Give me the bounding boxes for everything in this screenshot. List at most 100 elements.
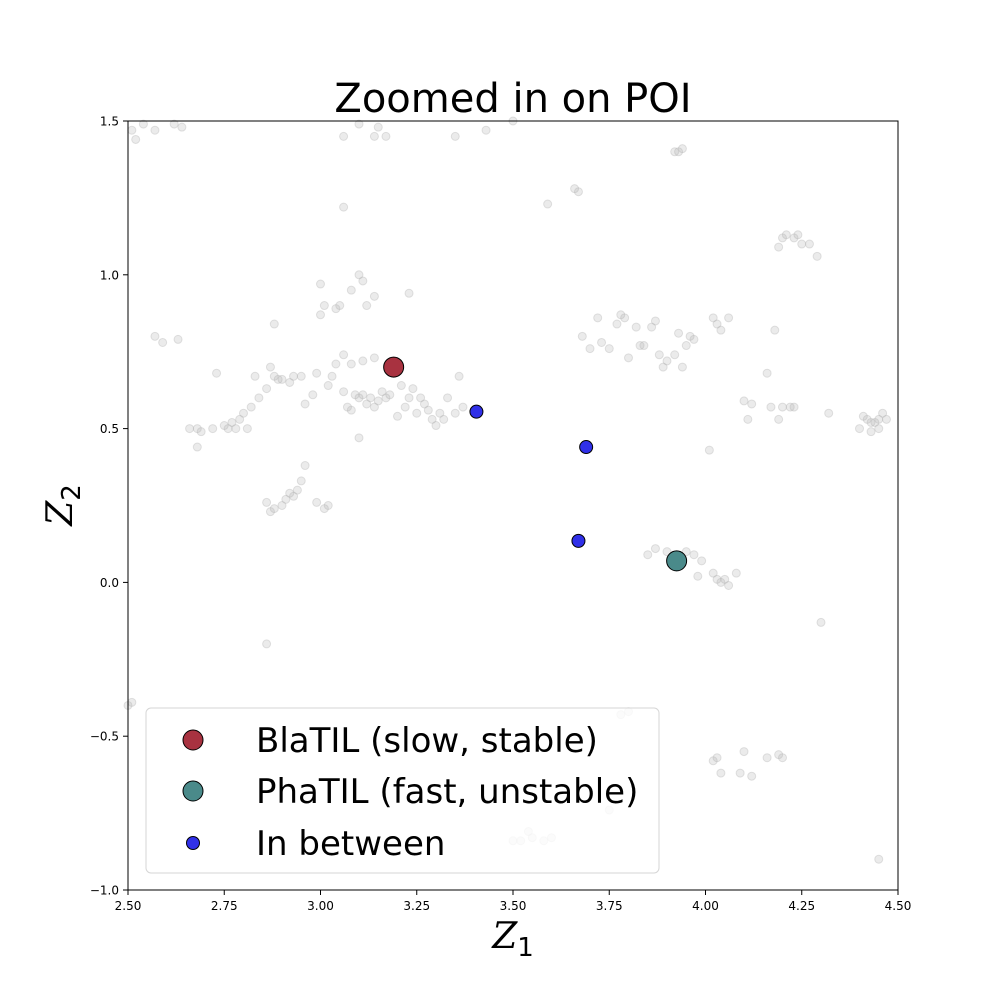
background-point — [192, 442, 202, 452]
y-axis-ticks: −1.0 −0.5 0.0 0.5 1.0 1.5 — [90, 115, 128, 898]
x-axis-label-sub: 1 — [517, 933, 534, 963]
background-point — [681, 341, 691, 351]
background-point — [319, 504, 329, 514]
background-point — [704, 445, 714, 455]
background-point — [774, 242, 784, 252]
background-point — [369, 291, 379, 301]
background-point — [677, 144, 687, 154]
background-point — [739, 747, 749, 757]
y-tick-label: 1.5 — [100, 115, 119, 129]
background-point — [127, 697, 137, 707]
background-point — [647, 322, 657, 332]
background-point — [354, 119, 364, 129]
background-point — [308, 390, 318, 400]
legend-marker — [186, 836, 200, 850]
background-point — [439, 414, 449, 424]
background-point — [716, 325, 726, 335]
background-point — [285, 377, 295, 387]
background-point — [358, 276, 368, 286]
background-point — [874, 414, 884, 424]
background-point — [635, 341, 645, 351]
background-point — [362, 301, 372, 311]
background-point — [250, 371, 260, 381]
background-point — [577, 331, 587, 341]
background-point — [812, 251, 822, 261]
background-point — [192, 424, 202, 434]
background-point — [693, 571, 703, 581]
background-point — [785, 402, 795, 412]
background-point — [400, 402, 410, 412]
background-point — [150, 125, 160, 135]
background-point — [585, 344, 595, 354]
background-point — [254, 393, 264, 403]
background-point — [281, 494, 291, 504]
background-point — [778, 233, 787, 243]
background-point — [570, 184, 580, 194]
background-point — [138, 119, 148, 129]
background-point — [689, 550, 699, 560]
background-point — [643, 550, 653, 560]
legend-marker — [182, 729, 204, 751]
background-point — [227, 417, 237, 427]
background-point — [373, 122, 383, 132]
background-point — [766, 402, 776, 412]
background-point — [681, 547, 691, 557]
background-point — [273, 374, 283, 384]
background-point — [346, 405, 356, 415]
background-point — [131, 134, 141, 144]
background-point — [747, 771, 757, 781]
background-point — [316, 310, 325, 320]
background-point — [650, 316, 660, 326]
background-point — [381, 131, 391, 141]
background-point — [339, 131, 349, 141]
background-point — [624, 353, 633, 363]
background-point — [412, 408, 422, 418]
background-point — [604, 344, 614, 354]
background-point — [231, 424, 241, 434]
background-point — [866, 417, 876, 427]
background-point — [670, 350, 680, 360]
background-point — [296, 476, 306, 486]
x-axis-ticks: 2.50 2.75 3.00 3.25 3.50 3.75 4.00 4.25 4.50 — [115, 890, 911, 913]
background-point — [685, 331, 695, 341]
background-point — [265, 507, 275, 517]
background-point — [824, 408, 834, 418]
background-point — [712, 319, 722, 329]
background-point — [689, 334, 699, 344]
background-point — [735, 768, 745, 778]
background-point — [381, 393, 391, 403]
background-point — [373, 396, 383, 406]
background-point — [804, 239, 814, 249]
background-point — [269, 319, 279, 329]
background-point — [385, 390, 395, 400]
background-point — [185, 424, 195, 434]
background-point — [855, 424, 864, 434]
background-point — [323, 381, 333, 391]
y-axis-label-sub: 2 — [57, 484, 87, 501]
background-point — [323, 501, 333, 510]
background-point — [862, 414, 872, 424]
background-point — [239, 408, 248, 418]
x-tick-label: 3.75 — [596, 899, 623, 913]
legend: BlaTIL (slow, stable) PhaTIL (fast, unsta… — [145, 707, 660, 874]
background-point — [774, 414, 784, 424]
background-point — [620, 313, 630, 323]
background-point — [435, 408, 445, 418]
background-point — [223, 424, 233, 434]
background-point — [404, 288, 414, 298]
background-point — [339, 350, 349, 360]
background-point — [423, 405, 433, 415]
legend-label: BlaTIL (slow, stable) — [256, 721, 598, 761]
background-point — [724, 313, 734, 323]
y-tick-label: 1.0 — [100, 268, 119, 282]
background-point — [778, 402, 787, 412]
background-point — [450, 131, 460, 141]
background-point — [408, 384, 418, 394]
background-point — [616, 310, 626, 320]
y-axis-label: Z2 — [40, 484, 87, 527]
background-point — [312, 368, 322, 378]
background-point — [285, 488, 295, 498]
chart-title: Zoomed in on POI — [334, 76, 691, 122]
background-point — [708, 568, 718, 578]
